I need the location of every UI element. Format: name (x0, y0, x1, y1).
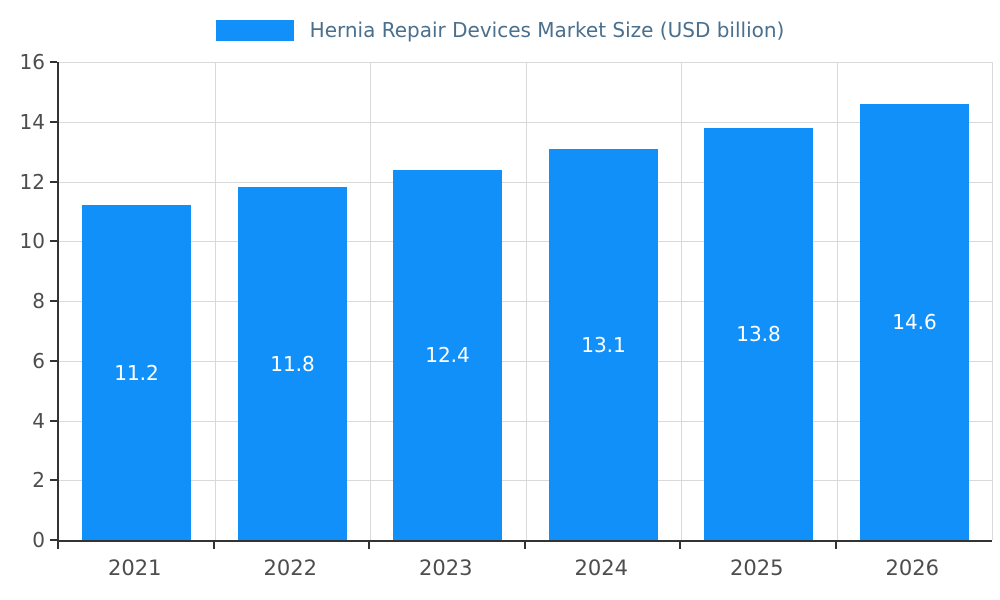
bar-value-label: 13.1 (581, 332, 626, 357)
x-tick-label: 2022 (263, 556, 317, 580)
chart-legend: Hernia Repair Devices Market Size (USD b… (0, 18, 1000, 42)
y-tick-mark (50, 120, 57, 123)
h-gridline (59, 181, 992, 183)
x-tick-mark (213, 542, 215, 549)
bar: 12.4 (393, 170, 502, 540)
x-tick-label: 2023 (419, 556, 473, 580)
x-tick-mark (835, 542, 837, 549)
x-tick-label: 2021 (108, 556, 162, 580)
h-gridline (59, 301, 992, 302)
bar: 11.8 (238, 187, 347, 540)
h-gridline (59, 121, 992, 123)
y-tick-label: 12 (19, 169, 45, 194)
bar-value-label: 13.8 (736, 322, 781, 346)
bar: 13.8 (704, 128, 813, 540)
bar-value-label: 11.8 (270, 351, 315, 376)
bar: 14.6 (860, 104, 969, 540)
y-tick-mark (50, 419, 57, 422)
h-gridline (59, 480, 992, 482)
y-tick-mark (50, 240, 57, 243)
bar: 11.2 (82, 205, 191, 540)
y-tick-label: 2 (32, 468, 45, 493)
y-tick-label: 8 (32, 289, 45, 313)
h-gridline (59, 62, 992, 63)
y-tick-label: 4 (32, 408, 45, 433)
y-tick-mark (50, 539, 57, 541)
x-tick-mark (679, 542, 681, 549)
h-gridline (59, 420, 992, 422)
v-gridline (370, 62, 371, 540)
v-gridline (215, 62, 216, 540)
y-tick-label: 16 (19, 50, 45, 74)
y-tick-label: 0 (32, 528, 45, 552)
chart-title: Hernia Repair Devices Market Size (USD b… (309, 18, 785, 42)
y-tick-mark (50, 359, 57, 362)
y-tick-mark (50, 479, 57, 482)
bar: 13.1 (549, 149, 658, 540)
v-gridline (526, 62, 527, 540)
bar-value-label: 11.2 (114, 360, 159, 385)
y-tick-mark (50, 180, 57, 183)
x-tick-label: 2026 (885, 556, 939, 580)
v-gridline (992, 62, 993, 540)
y-tick-mark (50, 61, 57, 63)
bar-value-label: 12.4 (425, 343, 470, 367)
legend-swatch (215, 19, 294, 41)
y-tick-label: 14 (19, 109, 45, 134)
h-gridline (59, 241, 992, 243)
x-tick-label: 2024 (574, 556, 628, 580)
y-tick-label: 6 (32, 348, 45, 373)
x-tick-label: 2025 (730, 556, 784, 580)
y-tick-label: 10 (19, 229, 45, 254)
x-tick-mark (57, 542, 59, 549)
h-gridline (59, 360, 992, 362)
plot-area: 11.2 11.8 12.4 13.1 13.8 14.6 (57, 62, 993, 542)
v-gridline (837, 62, 838, 540)
v-gridline (681, 62, 682, 540)
y-tick-mark (50, 300, 57, 302)
x-tick-mark (524, 542, 526, 549)
x-tick-mark (368, 542, 370, 549)
bar-value-label: 14.6 (892, 310, 937, 334)
